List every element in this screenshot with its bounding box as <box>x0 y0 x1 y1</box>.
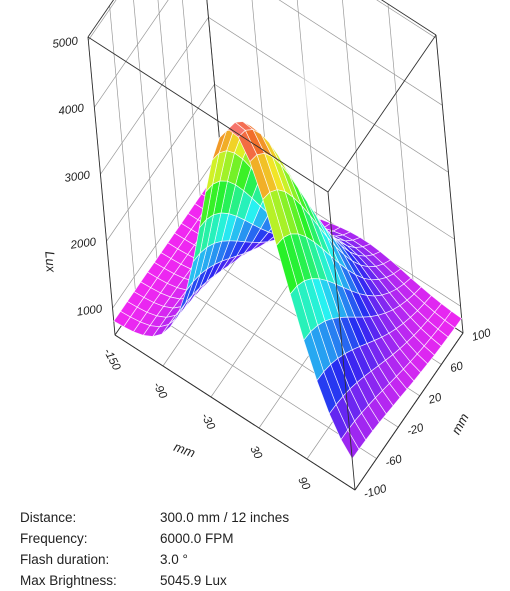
x-tick-label: -150 <box>101 347 123 373</box>
gridline <box>157 0 181 241</box>
y-tick-label: 20 <box>426 391 443 407</box>
z-tick-label: 3000 <box>64 169 92 185</box>
axis-ticks: 10002000300040005000-150-90-303090150-10… <box>52 35 493 500</box>
box-edge <box>87 0 114 38</box>
box-edge <box>435 34 464 334</box>
info-label: Flash duration: <box>20 552 110 567</box>
info-row-max-brightness: Max Brightness: 5045.9 Lux <box>20 570 400 591</box>
box-edge <box>87 36 329 193</box>
gridline <box>106 84 215 242</box>
z-axis-label: Lux <box>42 251 58 273</box>
box-edge <box>354 332 464 491</box>
info-label: Distance: <box>20 510 77 525</box>
y-tick-label: 100 <box>471 327 493 344</box>
info-row-distance: Distance: 300.0 mm / 12 inches <box>20 507 400 528</box>
z-tick-label: 2000 <box>69 236 98 252</box>
y-tick-label: -20 <box>406 422 426 438</box>
box-edge <box>327 191 356 491</box>
gridline <box>112 151 221 309</box>
box-edge <box>87 36 116 336</box>
gridline <box>387 3 416 303</box>
y-tick-label: -100 <box>363 483 389 500</box>
y-tick-label: -60 <box>384 453 404 469</box>
z-tick-label: 4000 <box>58 102 86 118</box>
y-axis-label: mm <box>448 411 471 437</box>
x-tick-label: 30 <box>247 444 264 461</box>
x-tick-label: -30 <box>198 411 217 432</box>
surface-cell <box>340 429 360 460</box>
box-edge <box>114 334 356 491</box>
gridline <box>136 303 377 459</box>
surface-plot: 10002000300040005000-150-90-303090150-10… <box>42 0 493 500</box>
box-edge <box>327 34 437 193</box>
info-row-flash-duration: Flash duration: 3.0 ° <box>20 549 400 570</box>
y-tick-label: 60 <box>449 360 465 375</box>
info-row-frequency: Frequency: 6000.0 FPM <box>20 528 400 549</box>
gridline <box>94 0 169 108</box>
gridline <box>109 5 137 304</box>
info-value: 300.0 mm / 12 inches <box>160 510 290 525</box>
gridline <box>376 0 437 39</box>
gridline <box>88 0 117 41</box>
box-edge <box>380 0 437 36</box>
info-label: Max Brightness: <box>20 573 117 588</box>
box-edge <box>206 0 224 179</box>
gridline <box>133 0 159 273</box>
gridline <box>342 0 368 272</box>
gridline <box>278 0 443 106</box>
surface-mesh <box>113 121 463 460</box>
info-label: Frequency: <box>20 531 88 546</box>
gridline <box>214 83 455 240</box>
surface-highlight <box>290 50 334 134</box>
gridline <box>100 17 209 175</box>
z-tick-label: 1000 <box>76 303 104 319</box>
x-axis-label: mm <box>172 439 198 461</box>
plot-box-front <box>87 34 464 491</box>
x-tick-label: -90 <box>150 380 169 401</box>
gridline <box>182 0 202 210</box>
info-panel: Distance: 300.0 mm / 12 inches Frequency… <box>20 507 400 591</box>
info-value: 5045.9 Lux <box>160 573 227 588</box>
z-tick-label: 5000 <box>52 35 80 51</box>
info-value: 6000.0 FPM <box>160 531 234 546</box>
info-value: 3.0 ° <box>160 552 188 567</box>
x-tick-label: 90 <box>295 475 312 492</box>
